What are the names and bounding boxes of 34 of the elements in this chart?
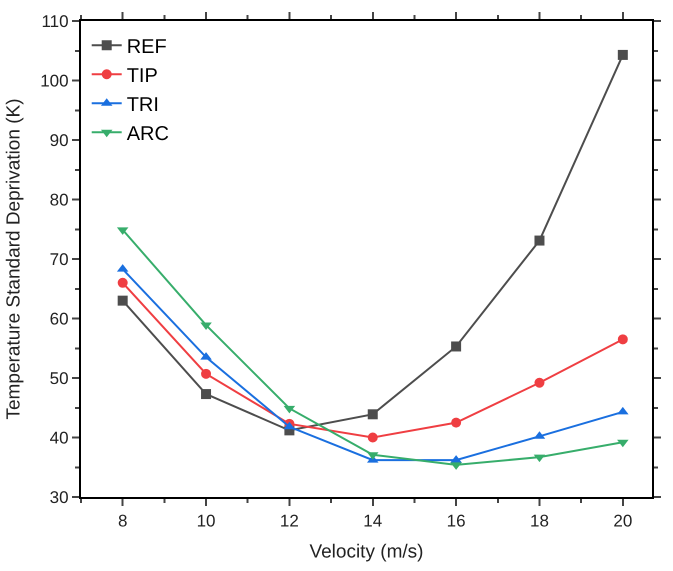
y-tick-label: 100 bbox=[40, 71, 69, 90]
y-tick-label: 40 bbox=[50, 428, 69, 448]
y-tick-label: 60 bbox=[50, 309, 69, 328]
y-tick-label: 70 bbox=[50, 250, 69, 269]
x-tick-label: 14 bbox=[363, 511, 382, 530]
point bbox=[368, 409, 378, 420]
y-tick-label: 90 bbox=[50, 130, 69, 150]
point bbox=[201, 368, 212, 379]
point bbox=[618, 50, 628, 60]
y-tick-label: 50 bbox=[50, 368, 69, 388]
legend-label: TIP bbox=[126, 65, 158, 88]
x-tick-label: 18 bbox=[530, 511, 549, 530]
point bbox=[534, 236, 544, 246]
y-tick-label: 30 bbox=[50, 488, 69, 507]
x-tick-label: 8 bbox=[118, 511, 128, 530]
legend-label: TRI bbox=[126, 94, 159, 116]
point bbox=[534, 378, 544, 388]
x-tick-label: 16 bbox=[446, 511, 466, 530]
y-tick-label: 110 bbox=[41, 12, 69, 31]
x-tick-label: 20 bbox=[613, 511, 632, 530]
x-tick-label: 10 bbox=[196, 511, 216, 530]
point bbox=[118, 278, 128, 288]
legend-label: ARC bbox=[126, 123, 169, 146]
point bbox=[118, 296, 128, 306]
y-axis-title: Temperature Standard Deprivation (K) bbox=[4, 98, 25, 420]
x-tick-label: 12 bbox=[280, 511, 299, 530]
point bbox=[368, 432, 378, 442]
x-axis-title: Velocity (m/s) bbox=[309, 542, 424, 563]
point bbox=[201, 389, 212, 400]
legend-label: REF bbox=[126, 36, 167, 58]
point bbox=[451, 341, 462, 352]
point bbox=[451, 418, 462, 428]
point bbox=[618, 334, 628, 344]
y-tick-label: 80 bbox=[50, 190, 69, 210]
